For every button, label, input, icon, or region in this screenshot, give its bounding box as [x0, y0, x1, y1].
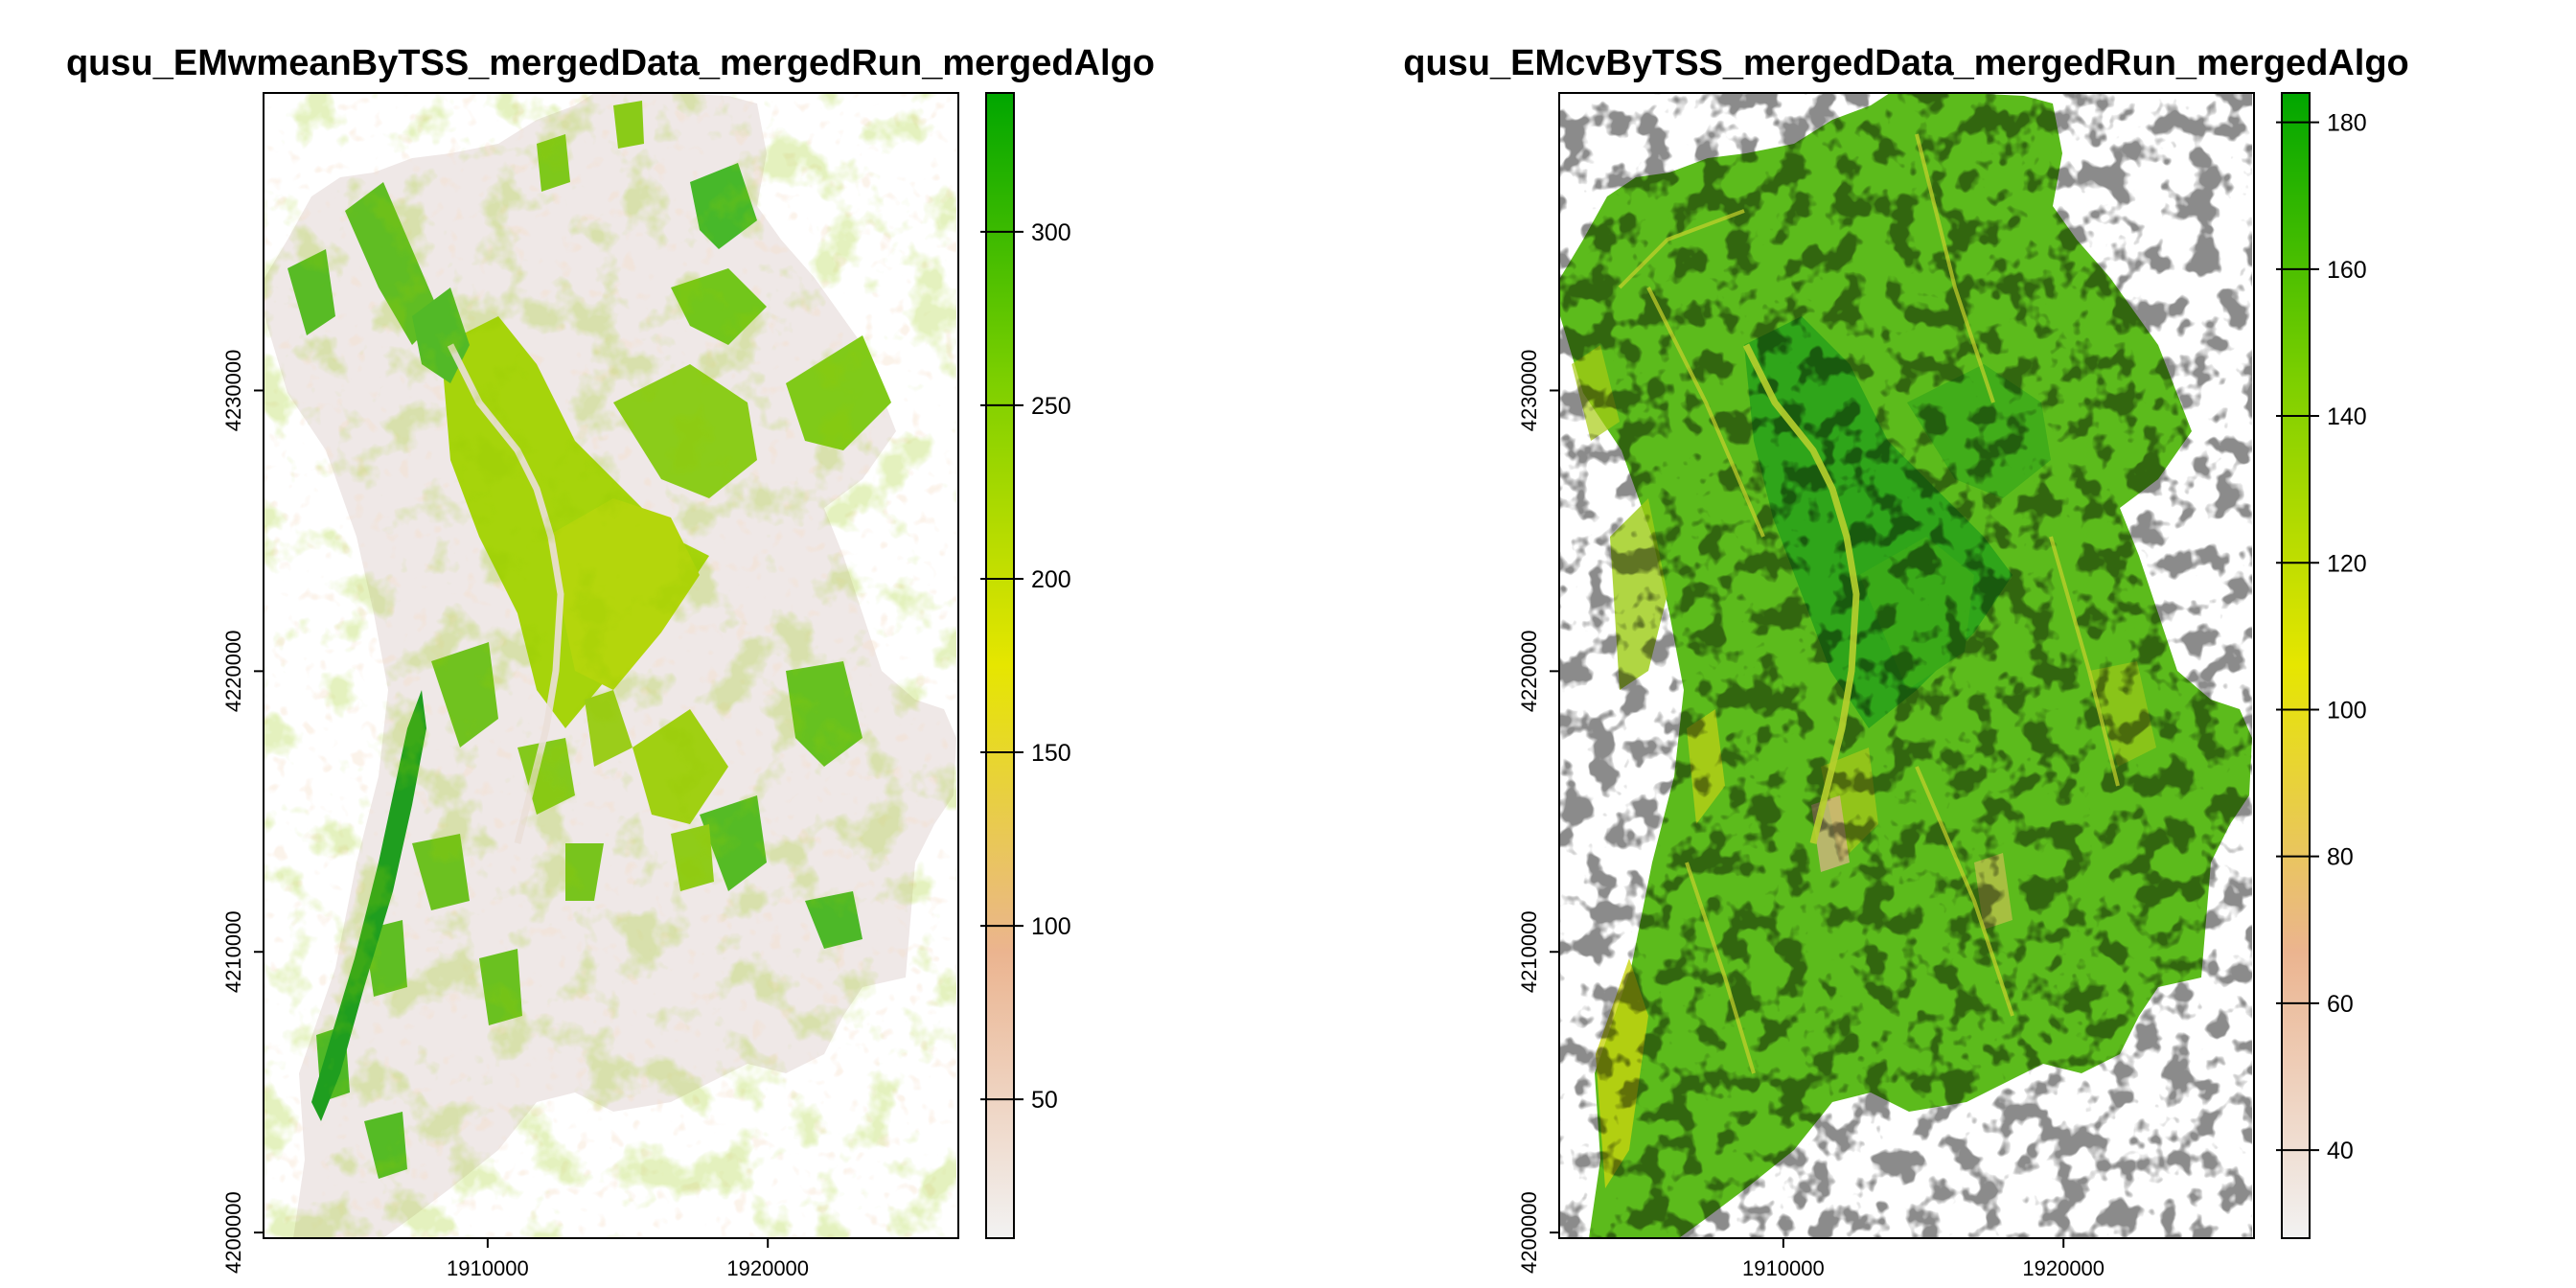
plot-frame	[263, 92, 959, 1239]
colorbar-tick-label: 150	[1031, 740, 1071, 767]
y-tick-label: 4210000	[221, 910, 245, 993]
x-tick-label: 1920000	[2022, 1256, 2104, 1280]
panel-title: qusu_EMwmeanByTSS_mergedData_mergedRun_m…	[66, 43, 1155, 83]
y-tick-label: 4200000	[1517, 1191, 1541, 1274]
y-tick-label: 4230000	[1517, 350, 1541, 432]
colorbar-tick-label: 60	[2327, 991, 2354, 1018]
colorbar-tick-label: 50	[1031, 1087, 1058, 1114]
raster-layer	[1560, 93, 2252, 1238]
colorbar-tick-label: 120	[2327, 550, 2367, 577]
colorbar-tick-label: 40	[2327, 1138, 2354, 1164]
colorbar-tick-label: 100	[1031, 913, 1071, 940]
colorbar-tick-label: 80	[2327, 844, 2354, 871]
y-tick-label: 4220000	[1517, 631, 1541, 713]
colorbar-ramp	[2281, 92, 2311, 1239]
colorbar-tick-label: 100	[2327, 697, 2367, 724]
map-panel-cv: qusu_EMcvByTSS_mergedData_mergedRun_merg…	[1403, 43, 2409, 1280]
colorbar-tick-label: 250	[1031, 393, 1071, 420]
texture-speckle	[264, 93, 956, 1238]
raster-layer	[264, 93, 956, 1238]
colorbar-ramp	[985, 92, 1015, 1239]
colorbar-tick-label: 180	[2327, 110, 2367, 137]
axes: 1910000 1920000 4200000 4210000 4220000 42300…	[221, 350, 809, 1280]
plot-frame	[1558, 92, 2255, 1239]
ridge-streaks	[1618, 133, 2120, 1074]
colorbar-tick-label: 160	[2327, 257, 2367, 284]
colorbar-tick-label: 300	[1031, 219, 1071, 246]
y-tick-label: 4210000	[1517, 910, 1541, 993]
y-tick-label: 4220000	[221, 631, 245, 713]
colorbar-tick-label: 140	[2327, 403, 2367, 430]
river-channel	[1742, 343, 1860, 844]
y-tick-label: 4230000	[221, 350, 245, 432]
colorbar-tick-label: 200	[1031, 566, 1071, 593]
colorbar-ticks: 50 100 150 200 250 300	[980, 219, 1071, 1114]
x-tick-label: 1920000	[726, 1256, 809, 1280]
x-tick-label: 1910000	[447, 1256, 529, 1280]
colorbar-ticks: 40 60 80 100 120 140 160 180	[2276, 110, 2367, 1164]
panel-title: qusu_EMcvByTSS_mergedData_mergedRun_merg…	[1403, 43, 2409, 83]
texture-overlay	[1560, 93, 2252, 1238]
map-panel-wmean: qusu_EMwmeanByTSS_mergedData_mergedRun_m…	[66, 43, 1155, 1280]
axes: 1910000 1920000 4200000 4210000 4220000 42300…	[1517, 350, 2104, 1280]
legend-colorbar: 50 100 150 200 250 300	[980, 92, 1071, 1239]
x-tick-label: 1910000	[1742, 1256, 1825, 1280]
y-tick-label: 4200000	[221, 1191, 245, 1274]
legend-colorbar: 40 60 80 100 120 140 160 180	[2276, 92, 2367, 1239]
